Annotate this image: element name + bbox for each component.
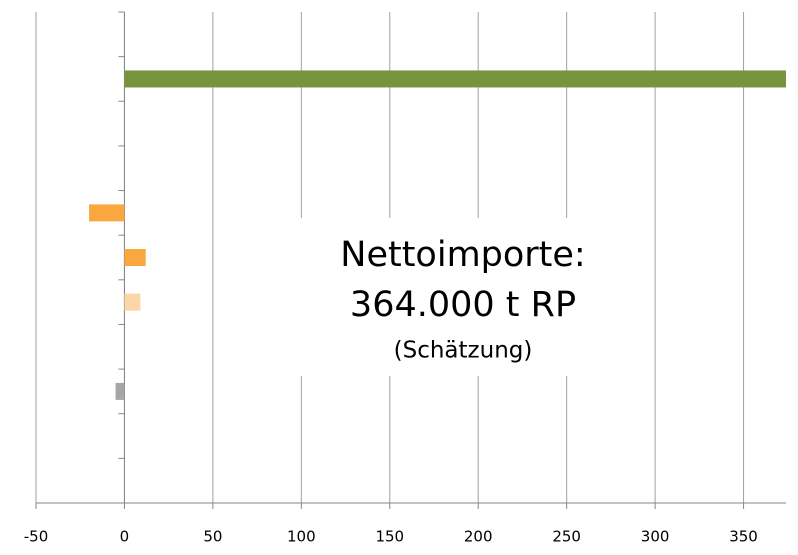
annotation: 364.000 t RP xyxy=(350,285,576,325)
annotation-box xyxy=(300,218,626,376)
x-tick-label: 0 xyxy=(120,528,130,546)
bar xyxy=(124,293,141,311)
bar xyxy=(124,70,786,88)
x-tick-label: 50 xyxy=(203,528,222,546)
x-tick-label: -50 xyxy=(24,528,49,546)
x-tick-label: 150 xyxy=(375,528,404,546)
x-tick-label: 100 xyxy=(287,528,316,546)
x-tick-label: 200 xyxy=(464,528,493,546)
x-tick-label: 350 xyxy=(729,528,758,546)
x-tick-label: 300 xyxy=(641,528,670,546)
annotation: Nettoimporte: xyxy=(340,235,585,275)
bar xyxy=(89,204,125,222)
annotation: (Schätzung) xyxy=(394,338,533,364)
bar xyxy=(124,249,146,266)
x-tick-label: 250 xyxy=(552,528,581,546)
bar xyxy=(115,382,125,400)
